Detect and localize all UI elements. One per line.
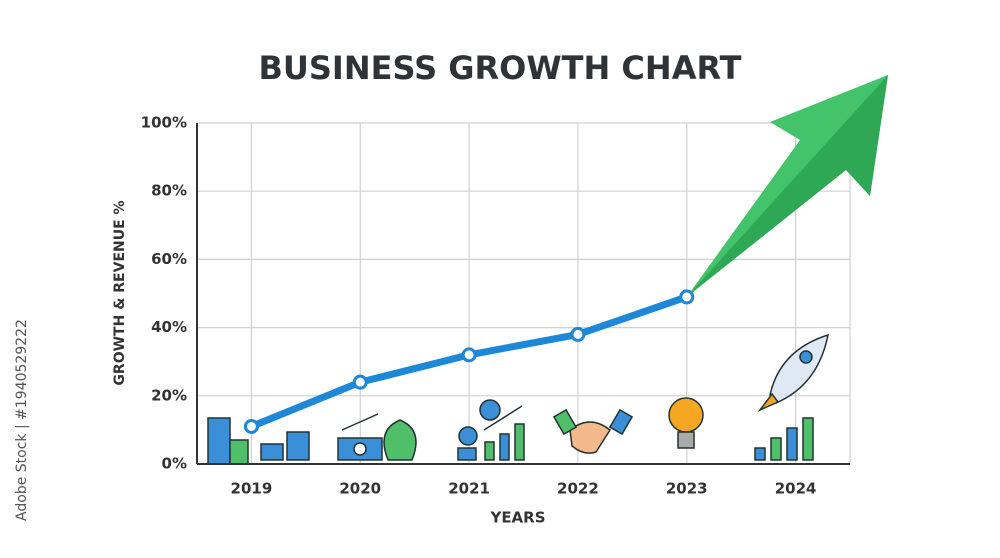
- x-tick-label: 2020: [339, 480, 381, 498]
- chart-title: BUSINESS GROWTH CHART: [259, 49, 742, 87]
- y-tick-label: 100%: [141, 114, 187, 132]
- point: [461, 347, 477, 363]
- x-tick-label: 2021: [448, 480, 490, 498]
- x-tick-label: 2022: [557, 480, 599, 498]
- point: [352, 374, 368, 390]
- y-tick-label: 20%: [151, 386, 187, 404]
- watermark: Adobe Stock | #1940529222: [14, 319, 30, 521]
- x-axis-label: YEARS: [489, 509, 545, 527]
- y-tick-label: 40%: [151, 318, 187, 336]
- y-axis-label: GROWTH & REVENUE %: [112, 200, 128, 385]
- point: [243, 418, 259, 434]
- icons: [207, 333, 829, 465]
- y-tick-label: 80%: [151, 182, 187, 200]
- x-tick-label: 2023: [666, 480, 708, 498]
- growth-arrow-shade: [686, 75, 888, 297]
- point: [679, 289, 695, 305]
- point: [570, 326, 586, 342]
- y-tick-label: 60%: [151, 250, 187, 268]
- x-tick-label: 2024: [775, 480, 817, 498]
- x-tick-label: 2019: [231, 480, 273, 498]
- y-tick-label: 0%: [162, 455, 187, 473]
